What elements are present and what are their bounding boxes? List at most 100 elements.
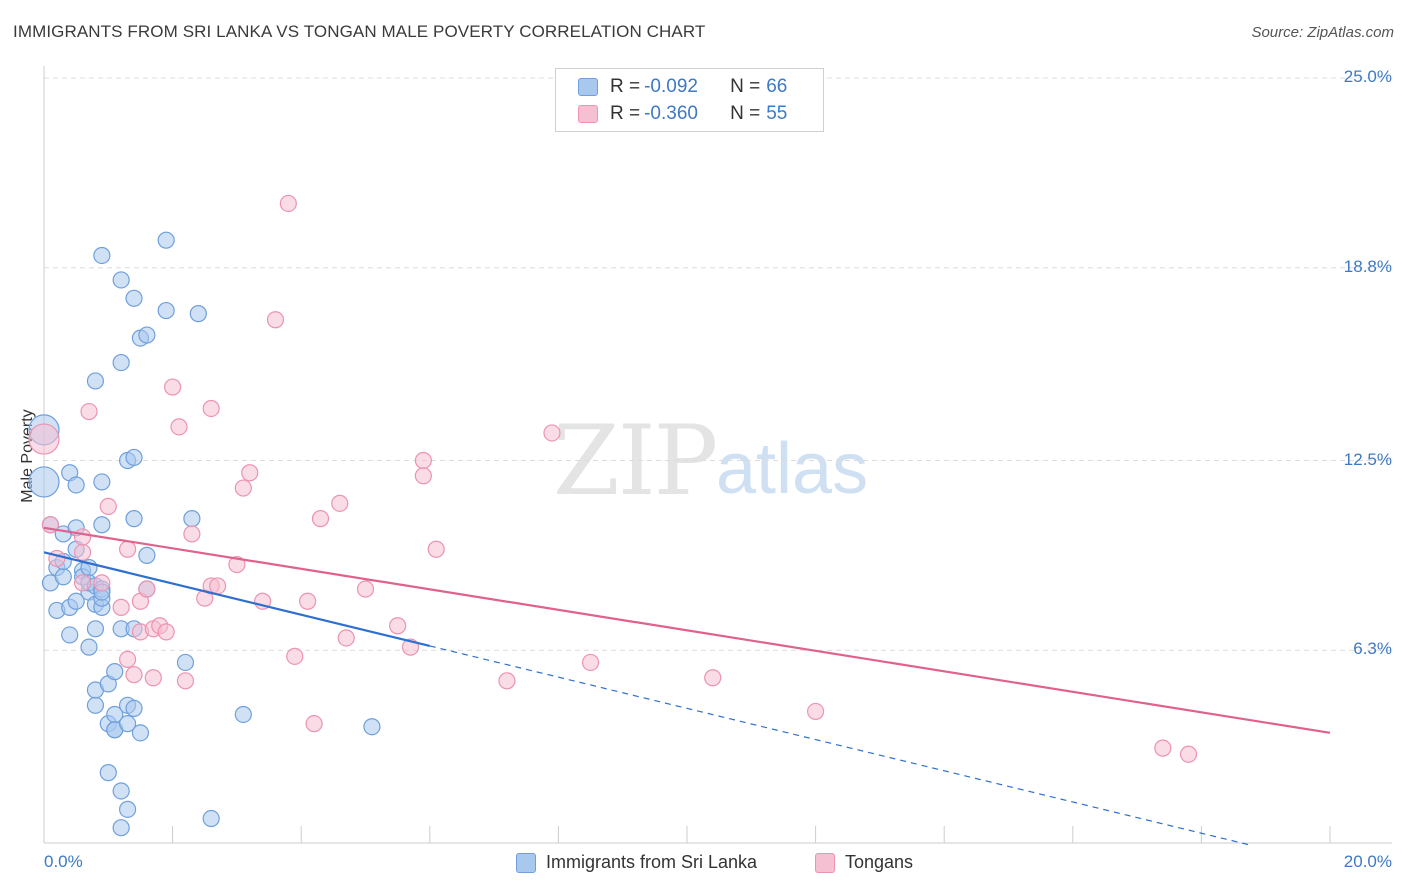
- tongans-point-43: [414, 451, 432, 470]
- tongans-point-7: [93, 574, 111, 592]
- y-tick-label: 25.0%: [1343, 67, 1392, 86]
- sri-lanka-point-66: [202, 809, 220, 828]
- source-label: Source: ZipAtlas.com: [1251, 24, 1394, 41]
- tongans-point-3: [73, 543, 92, 561]
- sri-lanka-point-51: [125, 448, 143, 467]
- sri-lanka-point-49: [118, 800, 137, 818]
- tongans-point-46: [498, 672, 516, 690]
- sri-lanka-point-61: [157, 231, 175, 249]
- sri-lanka-point-14: [67, 476, 85, 494]
- tongans-point-12: [125, 666, 143, 684]
- tongans-point-34: [286, 647, 304, 665]
- bottom-legend-swatch-tongans: [815, 852, 835, 873]
- tongans-point-45: [427, 540, 445, 558]
- sri-lanka-point-29: [93, 516, 111, 534]
- tongans-point-6: [80, 402, 98, 421]
- sri-lanka-point-52: [125, 699, 143, 717]
- y-tick-label: 6.3%: [1353, 639, 1392, 659]
- tongans-point-27: [209, 577, 227, 595]
- legend-n-label: N =: [730, 103, 761, 124]
- sri-lanka-point-67: [234, 705, 252, 724]
- tongans-point-22: [176, 672, 195, 690]
- tongans-point-8: [99, 497, 117, 515]
- sri-lanka-point-26: [86, 620, 105, 638]
- sri-lanka-point-62: [157, 301, 175, 320]
- sri-lanka-point-64: [183, 510, 201, 528]
- sri-lanka-point-47: [118, 715, 137, 733]
- sri-lanka-point-1: [28, 466, 60, 498]
- bottom-legend-swatch-sri-lanka: [516, 852, 536, 873]
- tongans-point-41: [389, 617, 407, 635]
- tongans-point-10: [118, 540, 137, 558]
- legend-n-value: 66: [766, 76, 788, 97]
- sri-lanka-point-24: [86, 372, 105, 390]
- bottom-legend-tongans: Tongans: [815, 852, 913, 873]
- tongans-point-21: [170, 418, 188, 436]
- sri-lanka-point-45: [112, 782, 130, 800]
- tongans-point-48: [581, 653, 600, 672]
- sri-lanka-point-43: [112, 271, 130, 289]
- tongans-point-15: [138, 580, 156, 598]
- tongans-point-4: [73, 574, 92, 592]
- tongans-point-44: [414, 467, 432, 485]
- sri-lanka-point-65: [189, 305, 207, 323]
- tongans-point-38: [331, 494, 349, 512]
- tongans-point-11: [118, 650, 137, 669]
- legend-row-sri-lanka: R = -0.092 N = 66: [578, 76, 787, 98]
- legend-n-label: N =: [730, 76, 761, 97]
- sri-lanka-trend-line: [43, 551, 431, 648]
- legend-swatch-tongans: [578, 105, 598, 123]
- sri-lanka-point-63: [176, 653, 195, 672]
- tongans-point-49: [704, 669, 722, 687]
- y-tick-label: 18.8%: [1343, 256, 1392, 276]
- tongans-point-37: [311, 510, 330, 528]
- tongans-point-19: [157, 623, 175, 641]
- sri-lanka-point-54: [125, 289, 143, 307]
- tongans-point-35: [299, 592, 317, 610]
- tongans-point-51: [1154, 739, 1172, 757]
- tongans-point-28: [228, 555, 246, 574]
- tongans-point-20: [164, 378, 182, 396]
- tongans-point-36: [305, 715, 323, 733]
- tongans-point-0: [28, 423, 60, 455]
- legend-r-label: R =: [610, 76, 641, 97]
- tongans-point-2: [48, 549, 66, 568]
- legend-r-label: R =: [610, 103, 641, 124]
- sri-lanka-point-6: [54, 568, 72, 586]
- chart-title: IMMIGRANTS FROM SRI LANKA VS TONGAN MALE…: [13, 22, 706, 41]
- sri-lanka-point-9: [61, 626, 79, 644]
- tongans-point-5: [73, 528, 92, 546]
- bottom-legend-label-sri-lanka: Immigrants from Sri Lanka: [546, 852, 758, 872]
- tongans-point-32: [266, 311, 285, 329]
- bottom-legend-label-tongans: Tongans: [845, 852, 914, 872]
- sri-lanka-point-31: [93, 246, 111, 265]
- sri-lanka-trend-line-extension: [429, 645, 1253, 847]
- sri-lanka-point-58: [138, 326, 156, 344]
- sri-lanka-point-22: [86, 696, 105, 714]
- y-tick-label: 12.5%: [1343, 449, 1392, 469]
- tongans-point-52: [1179, 745, 1198, 763]
- tongans-point-23: [183, 525, 201, 543]
- sri-lanka-point-55: [125, 510, 143, 528]
- legend-swatch-sri-lanka: [578, 78, 598, 96]
- legend-row-tongans: R = -0.360 N = 55: [578, 103, 787, 125]
- tongans-point-40: [356, 580, 375, 598]
- sri-lanka-point-60: [138, 546, 156, 564]
- tongans-point-47: [543, 424, 561, 442]
- tongans-point-9: [112, 598, 130, 616]
- legend-n-value: 55: [766, 103, 788, 124]
- tongans-point-39: [337, 629, 355, 647]
- legend-r-value: -0.092: [644, 76, 698, 97]
- sri-lanka-point-57: [131, 724, 150, 742]
- sri-lanka-point-37: [99, 764, 117, 782]
- sri-lanka-point-30: [93, 473, 111, 491]
- legend-r-value: -0.360: [644, 103, 698, 124]
- watermark-zip: ZIP: [553, 405, 718, 517]
- tongans-point-16: [144, 669, 162, 687]
- x-tick-label-min: 0.0%: [44, 852, 83, 871]
- sri-lanka-point-13: [67, 592, 85, 610]
- sri-lanka-point-18: [80, 638, 98, 656]
- sri-lanka-point-42: [112, 353, 130, 372]
- sri-lanka-point-68: [363, 718, 381, 736]
